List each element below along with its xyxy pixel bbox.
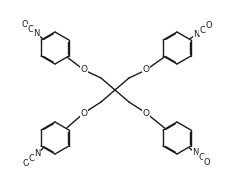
Text: N: N [193,30,199,39]
Text: N: N [33,29,40,38]
Text: O: O [80,108,88,117]
Text: N: N [192,148,198,157]
Text: N: N [34,149,40,158]
Text: O: O [23,159,29,168]
Text: C: C [29,154,34,163]
Text: C: C [199,26,205,35]
Text: C: C [198,153,204,162]
Text: O: O [204,158,210,167]
Text: O: O [80,66,88,74]
Text: O: O [143,66,149,74]
Text: O: O [21,20,28,29]
Text: C: C [27,25,33,34]
Text: O: O [143,108,149,117]
Text: O: O [205,21,212,30]
